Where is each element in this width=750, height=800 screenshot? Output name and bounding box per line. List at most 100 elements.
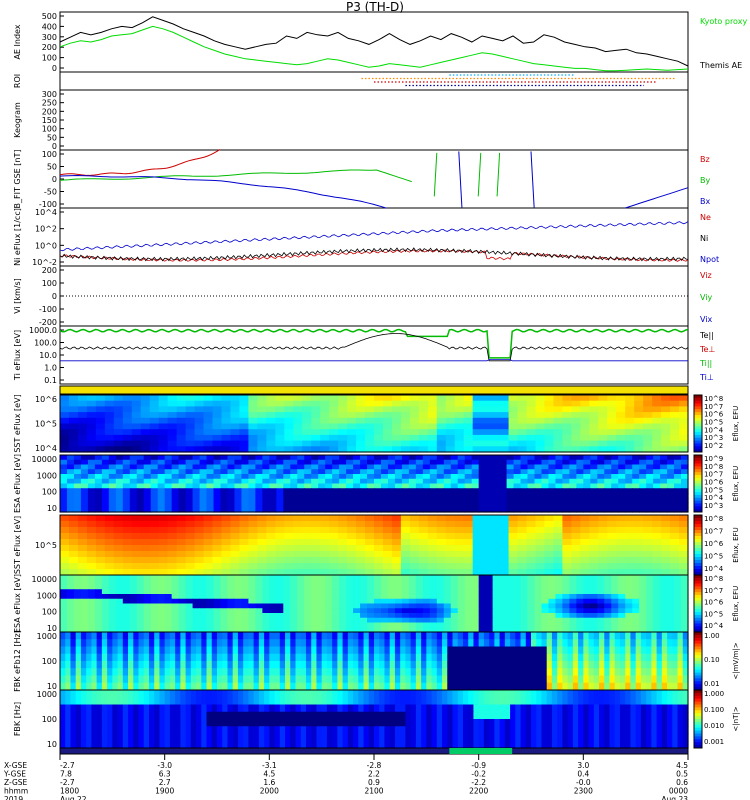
spectrogram-cell	[646, 459, 654, 466]
spectrogram-cell	[494, 675, 501, 684]
spectrogram-cell	[192, 497, 201, 504]
spectrogram-cell	[677, 675, 684, 684]
spectrogram-cell	[427, 429, 438, 436]
spectrogram-cell	[101, 646, 108, 655]
spectrogram-cell	[143, 507, 152, 513]
spectrogram-cell	[400, 639, 406, 648]
spectrogram-cell	[338, 429, 348, 436]
spectrogram-cell	[422, 603, 431, 609]
ylabel-fbk_b: FBK [Hz]	[13, 702, 22, 736]
spectrogram-cell	[275, 400, 285, 407]
spectrogram-cell	[442, 653, 448, 662]
spectrogram-cell	[677, 632, 684, 640]
spectrogram-cell	[339, 613, 347, 619]
spectrogram-cell	[481, 539, 492, 546]
spectrogram-cell	[527, 608, 536, 614]
spectrogram-cell	[555, 459, 563, 466]
spectrogram-cell	[463, 417, 474, 425]
spectrogram-cell	[589, 569, 599, 576]
spectrogram-cell	[520, 603, 529, 609]
spectrogram-cell	[639, 613, 647, 619]
spectrogram-cell	[311, 434, 321, 442]
spectrogram-cell	[667, 646, 673, 655]
ytick-label: 10.0	[39, 351, 57, 360]
spectrogram-cell	[535, 417, 546, 425]
spectrogram-cell	[598, 527, 608, 534]
spectrogram-cell	[290, 575, 298, 581]
spectrogram-cell	[604, 469, 612, 475]
colorbar-cell	[694, 480, 702, 484]
spectrogram-cell	[471, 459, 480, 466]
spectrogram-cell	[508, 395, 519, 402]
spectrogram-cell	[374, 613, 382, 619]
spectrogram-cell	[275, 545, 285, 552]
spectrogram-cell	[337, 690, 344, 698]
spectrogram-cell	[266, 569, 276, 576]
spectrogram-cell	[632, 469, 640, 475]
spectrogram-cell	[178, 497, 187, 504]
spectrogram-cell	[248, 608, 256, 614]
spectrogram-cell	[255, 497, 263, 504]
spectrogram-cell	[571, 539, 581, 546]
spectrogram-cell	[358, 639, 365, 648]
spectrogram-cell	[164, 459, 173, 466]
spectrogram-cell	[365, 515, 375, 522]
spectrogram-cell	[583, 455, 591, 461]
spectrogram-cell	[520, 675, 527, 684]
spectrogram-cell	[284, 400, 294, 407]
spectrogram-cell	[553, 429, 563, 436]
spectrogram-cell	[185, 661, 192, 669]
spectrogram-cell	[468, 661, 475, 669]
spectrogram-cell	[241, 474, 249, 480]
spectrogram-cell	[431, 690, 438, 698]
ytick-label: 10	[47, 682, 57, 691]
spectrogram-cell	[520, 584, 529, 590]
spectrogram-cell	[290, 627, 298, 633]
spectrogram-cell	[639, 469, 647, 475]
spectrogram-cell	[192, 579, 201, 586]
spectrogram-cell	[454, 440, 465, 447]
spectrogram-cell	[643, 423, 653, 430]
spectrogram-cell	[527, 507, 536, 513]
spectrogram-cell	[164, 646, 171, 655]
spectrogram-cell	[436, 563, 447, 570]
spectrogram-cell	[230, 545, 241, 552]
spectrogram-cell	[367, 598, 375, 605]
spectrogram-cell	[185, 412, 196, 419]
spectrogram-cell	[239, 434, 249, 442]
spectrogram-cell	[418, 533, 429, 540]
spectrogram-cell	[325, 455, 333, 461]
spectrogram-cell	[478, 682, 485, 691]
spectrogram-cell	[131, 417, 142, 425]
spectrogram-cell	[217, 682, 223, 691]
spectrogram-cell	[536, 661, 543, 669]
spectrogram-cell	[356, 423, 366, 430]
spectrogram-cell	[217, 646, 223, 655]
spectrogram-cell	[117, 653, 124, 662]
spectrogram-cell	[91, 697, 98, 706]
spectrogram-cell	[674, 464, 682, 470]
spectrogram-cell	[583, 603, 591, 609]
spectrogram-cell	[567, 653, 574, 662]
spectrogram-cell	[96, 653, 103, 662]
spectrogram-cell	[569, 579, 577, 586]
spectrogram-cell	[346, 493, 354, 499]
spectrogram-cell	[535, 406, 546, 413]
spectrogram-cell	[598, 406, 608, 413]
spectrogram-cell	[544, 417, 555, 425]
spectrogram-cell	[332, 617, 340, 624]
ytick-label: 1.0	[44, 364, 57, 373]
spectrogram-cell	[154, 653, 161, 662]
spectrogram-cell	[140, 569, 151, 576]
spectrogram-cell	[279, 675, 286, 684]
spectrogram-cell	[660, 507, 668, 513]
spectrogram-cell	[567, 682, 574, 691]
spectrogram-cell	[464, 469, 473, 475]
spectrogram-cell	[427, 440, 438, 447]
spectrogram-cell	[148, 682, 155, 691]
spectrogram-cell	[91, 682, 98, 691]
spectrogram-cell	[490, 533, 501, 540]
spectrogram-cell	[60, 533, 70, 540]
spectrogram-cell	[391, 446, 402, 453]
spectrogram-cell	[681, 497, 689, 504]
